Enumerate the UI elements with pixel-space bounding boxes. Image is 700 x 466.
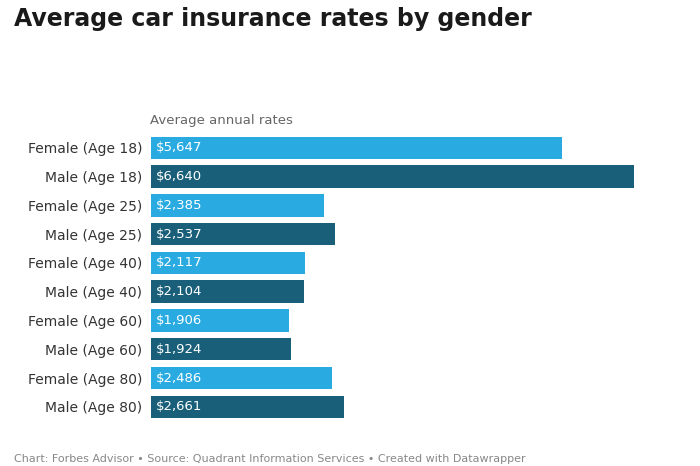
Text: $2,486: $2,486 — [156, 371, 202, 384]
Bar — [150, 223, 335, 245]
Bar — [150, 309, 289, 332]
Bar — [150, 165, 634, 188]
Text: $5,647: $5,647 — [156, 141, 203, 154]
Text: $2,117: $2,117 — [156, 256, 203, 269]
Text: Average annual rates: Average annual rates — [150, 114, 293, 127]
Bar — [150, 252, 304, 274]
Text: $2,104: $2,104 — [156, 285, 203, 298]
Text: $6,640: $6,640 — [156, 170, 202, 183]
Bar — [150, 194, 324, 217]
Text: Chart: Forbes Advisor • Source: Quadrant Information Services • Created with Dat: Chart: Forbes Advisor • Source: Quadrant… — [14, 454, 526, 464]
Text: $1,906: $1,906 — [156, 314, 202, 327]
Text: $2,661: $2,661 — [156, 400, 203, 413]
Text: $2,537: $2,537 — [156, 227, 203, 240]
Bar — [150, 137, 562, 159]
Text: $2,385: $2,385 — [156, 199, 203, 212]
Bar — [150, 281, 304, 303]
Bar — [150, 367, 332, 389]
Text: Average car insurance rates by gender: Average car insurance rates by gender — [14, 7, 532, 31]
Bar — [150, 338, 290, 361]
Bar — [150, 396, 344, 418]
Text: $1,924: $1,924 — [156, 343, 203, 356]
